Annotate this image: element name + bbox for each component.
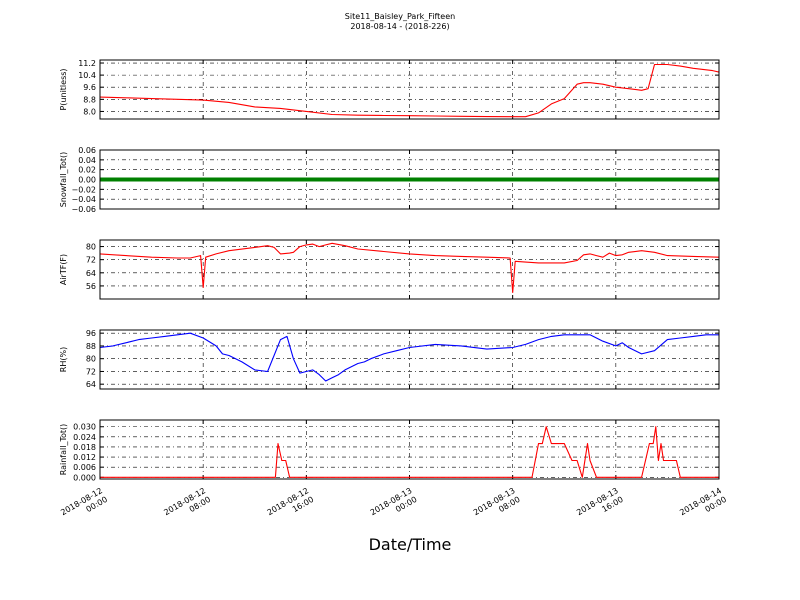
y-tick-label-2: 80: [86, 355, 96, 364]
series-line-4: [100, 332, 719, 382]
y-tick-label-4: 0.024: [73, 433, 96, 442]
panel-1: 8.0 8.8 9.6 10.4 11.2 P(unitless): [59, 59, 720, 120]
y-tick-label-4: 0.02: [78, 166, 96, 175]
x-axis-label: Date/Time: [369, 535, 452, 554]
y-tick-label-2: 72: [86, 256, 96, 265]
y-tick-label-4: 11.2: [78, 59, 96, 68]
y-tick-label-3: 80: [86, 243, 96, 252]
y-axis-label: RH(%): [59, 347, 68, 372]
panel-2: −0.06−0.04−0.020.000.020.040.06 Snowfall_…: [59, 146, 720, 214]
y-tick-label-3: 88: [86, 342, 96, 351]
y-axis-label: P(unitless): [59, 68, 68, 110]
panels: 8.0 8.8 9.6 10.4 11.2 P(unitless) −0.06−0.04−0…: [59, 59, 720, 482]
y-tick-label-3: 0.00: [78, 176, 96, 185]
y-tick-label-5: 0.030: [73, 423, 96, 432]
y-tick-label-0: −0.06: [71, 205, 96, 214]
y-tick-label-3: 0.018: [73, 443, 96, 452]
y-axis-label: Snowfall_Tot(): [59, 152, 68, 208]
y-axis-label: AirTF(F): [59, 254, 68, 285]
series-line-5: [100, 426, 719, 478]
y-tick-label-0: 0.000: [73, 473, 96, 482]
y-tick-label-1: −0.04: [71, 195, 96, 204]
y-tick-label-2: 0.012: [73, 453, 96, 462]
y-tick-label-1: 64: [86, 269, 96, 278]
y-tick-label-0: 56: [86, 282, 96, 291]
chart-subtitle: 2018-08-14 - (2018-226): [350, 22, 449, 31]
y-tick-label-1: 72: [86, 367, 96, 376]
panel-frame: [99, 419, 720, 480]
y-tick-label-2: 9.6: [83, 83, 96, 92]
y-tick-label-2: −0.02: [71, 185, 96, 194]
y-tick-label-1: 8.8: [83, 95, 96, 104]
y-tick-label-3: 10.4: [78, 71, 96, 80]
panel-3: 56 64 72 80 AirTF(F): [59, 239, 720, 300]
panel-4: 64 72 80 88 96 RH(%): [59, 329, 720, 390]
series-line-1: [100, 63, 719, 118]
chart-title: Site11_Baisley_Park_Fifteen: [345, 12, 455, 21]
y-axis-label: Rainfall_Tot(): [59, 424, 68, 476]
panel-frame: [99, 239, 720, 300]
y-tick-label-5: 0.04: [78, 156, 96, 165]
panel-frame: [99, 329, 720, 390]
y-tick-label-6: 0.06: [78, 146, 96, 155]
y-tick-label-1: 0.006: [73, 463, 96, 472]
panel-frame: [99, 149, 720, 210]
panel-frame: [99, 59, 720, 120]
series-line-3: [100, 242, 719, 293]
y-tick-label-0: 64: [86, 380, 96, 389]
y-tick-label-0: 8.0: [83, 107, 96, 116]
y-tick-label-4: 96: [86, 329, 96, 338]
